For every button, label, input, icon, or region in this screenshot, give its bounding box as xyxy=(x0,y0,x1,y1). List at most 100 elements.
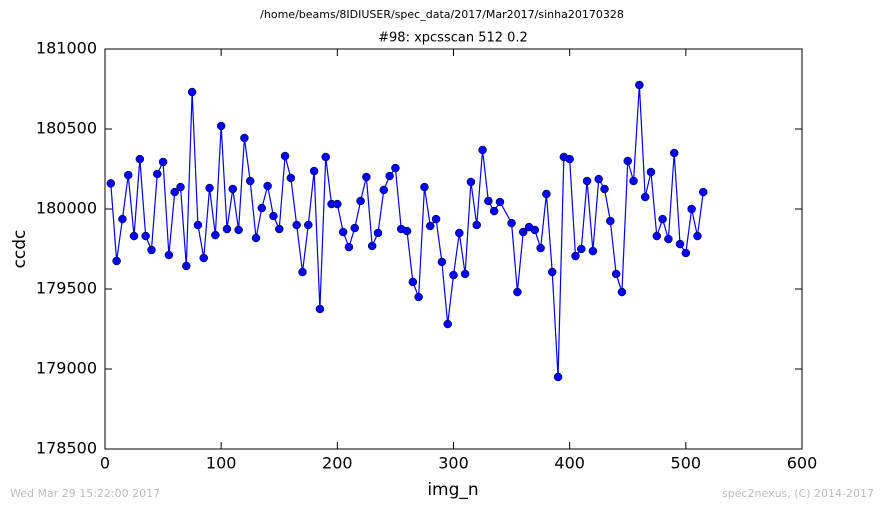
data-point xyxy=(623,156,632,166)
data-point xyxy=(553,372,563,382)
data-point xyxy=(263,181,272,191)
data-point xyxy=(640,192,650,202)
data-point xyxy=(164,250,174,260)
data-point xyxy=(408,277,418,287)
data-point xyxy=(472,220,481,230)
data-point xyxy=(135,154,145,164)
footer-credit: spec2nexus, (C) 2014-2017 xyxy=(722,487,874,500)
data-point xyxy=(507,218,516,228)
data-point xyxy=(414,292,423,302)
x-tick-label: 100 xyxy=(206,454,237,473)
data-point xyxy=(565,154,574,164)
data-point xyxy=(338,227,348,237)
data-point xyxy=(106,179,116,188)
data-point xyxy=(112,256,121,266)
x-tick-label: 0 xyxy=(100,454,110,473)
data-point xyxy=(187,87,197,97)
data-point xyxy=(600,184,609,194)
data-point xyxy=(379,185,389,195)
data-point xyxy=(536,243,545,253)
data-point xyxy=(646,167,656,177)
data-point xyxy=(664,234,673,244)
y-tick-label: 178500 xyxy=(36,439,97,458)
data-point xyxy=(350,223,360,233)
y-tick-label: 180000 xyxy=(36,199,97,218)
data-point xyxy=(356,196,365,206)
data-point xyxy=(193,220,203,230)
y-tick-label: 180500 xyxy=(36,119,97,138)
data-point xyxy=(182,261,191,271)
data-point xyxy=(367,241,377,251)
data-point xyxy=(251,233,261,243)
data-point xyxy=(478,145,487,155)
data-point xyxy=(275,224,284,234)
data-point xyxy=(228,184,238,194)
data-point xyxy=(571,251,580,261)
data-point xyxy=(158,157,168,167)
data-point xyxy=(333,199,342,209)
data-point xyxy=(518,227,528,237)
data-point xyxy=(437,257,447,267)
data-point xyxy=(675,239,685,249)
data-point xyxy=(391,163,400,173)
data-point xyxy=(153,169,162,179)
data-point xyxy=(118,214,127,224)
data-point xyxy=(402,226,412,236)
data-point xyxy=(222,224,232,234)
data-point xyxy=(449,270,458,280)
data-point xyxy=(547,267,557,277)
data-point xyxy=(321,152,330,162)
data-point xyxy=(611,269,621,279)
data-point xyxy=(286,173,296,183)
data-point xyxy=(431,214,441,224)
data-point xyxy=(234,225,243,235)
data-point xyxy=(484,196,493,206)
data-point xyxy=(141,231,150,241)
plot-frame xyxy=(104,48,803,450)
data-point xyxy=(129,231,139,241)
footer-date: Wed Mar 29 15:22:00 2017 xyxy=(10,487,160,500)
data-point xyxy=(309,166,319,176)
data-point xyxy=(170,187,179,197)
data-point xyxy=(594,174,603,184)
data-point xyxy=(269,211,278,221)
y-tick-label: 179000 xyxy=(36,359,97,378)
x-tick-label: 300 xyxy=(438,454,469,473)
data-point xyxy=(315,304,325,314)
data-point xyxy=(426,221,435,231)
x-tick-label: 500 xyxy=(671,454,702,473)
data-point xyxy=(147,245,156,255)
data-point xyxy=(443,319,452,329)
data-point xyxy=(542,189,551,199)
data-point xyxy=(245,176,255,186)
suptitle: /home/beams/8IDIUSER/spec_data/2017/Mar2… xyxy=(260,8,624,21)
data-point xyxy=(216,121,226,131)
data-point xyxy=(304,220,313,230)
data-point xyxy=(489,206,499,216)
data-point xyxy=(466,177,476,187)
x-tick-label: 400 xyxy=(554,454,585,473)
data-point xyxy=(635,80,644,90)
data-point xyxy=(687,204,696,214)
y-tick-label: 181000 xyxy=(36,39,97,58)
data-point xyxy=(582,176,592,186)
data-point xyxy=(530,225,540,235)
data-point xyxy=(460,269,470,279)
x-tick-label: 200 xyxy=(322,454,353,473)
data-point xyxy=(199,253,208,263)
data-point xyxy=(617,287,627,297)
y-tick-label: 179500 xyxy=(36,279,97,298)
data-point xyxy=(280,151,290,161)
data-point xyxy=(298,267,307,277)
data-point xyxy=(420,182,429,192)
x-axis-label: img_n xyxy=(427,480,478,500)
data-point xyxy=(606,216,615,226)
data-point xyxy=(681,248,691,258)
data-point xyxy=(658,214,667,224)
data-point xyxy=(577,244,586,254)
data-point xyxy=(176,182,185,192)
data-point xyxy=(669,148,679,158)
data-point xyxy=(257,203,267,213)
data-point xyxy=(588,246,598,256)
